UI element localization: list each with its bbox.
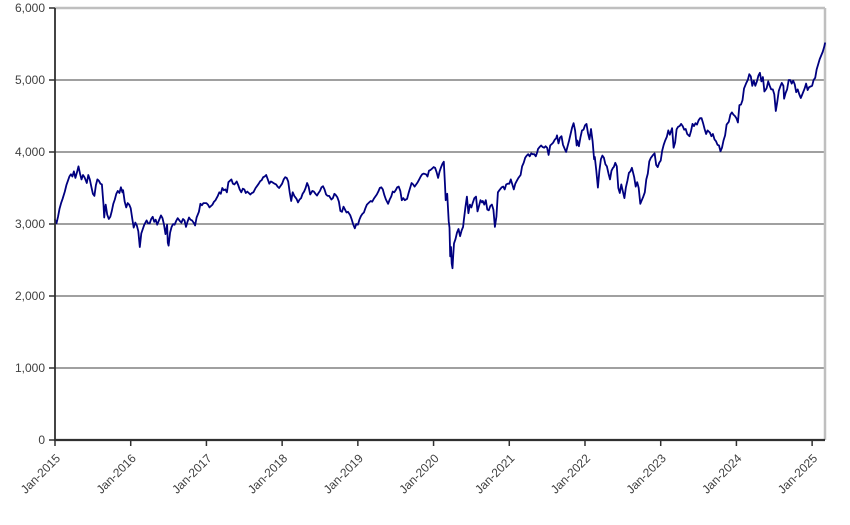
x-axis-tick-label: Jan-2019 (321, 451, 367, 497)
x-axis-tick-label: Jan-2025 (775, 451, 821, 497)
x-axis-tick-label: Jan-2022 (548, 451, 594, 497)
x-axis-tick-label: Jan-2024 (699, 451, 745, 497)
x-axis-tick-label: Jan-2018 (245, 451, 291, 497)
y-axis-tick-label: 5,000 (15, 73, 45, 87)
y-axis-tick-label: 2,000 (15, 289, 45, 303)
x-axis-tick-label: Jan-2021 (472, 451, 518, 497)
price-line (54, 42, 826, 270)
y-axis-tick-label: 6,000 (15, 1, 45, 15)
x-axis-tick-label: Jan-2023 (624, 451, 670, 497)
x-axis-tick-label: Jan-2020 (396, 451, 442, 497)
y-axis-tick-label: 4,000 (15, 145, 45, 159)
y-axis-tick-label: 3,000 (15, 217, 45, 231)
y-axis-tick-label: 0 (38, 433, 45, 447)
y-axis-tick-label: 1,000 (15, 361, 45, 375)
x-axis-tick-label: Jan-2016 (94, 451, 140, 497)
x-axis-tick-label: Jan-2015 (18, 451, 64, 497)
x-axis-tick-label: Jan-2017 (169, 451, 215, 497)
